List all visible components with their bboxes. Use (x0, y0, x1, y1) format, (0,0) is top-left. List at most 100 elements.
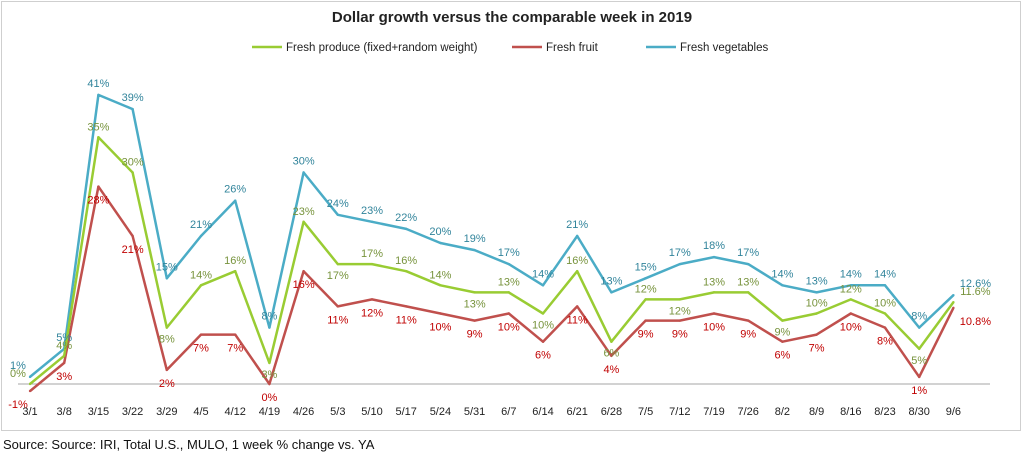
x-tick-label: 3/29 (156, 406, 177, 418)
data-point (302, 220, 305, 224)
x-tick-label: 5/10 (361, 406, 382, 418)
data-point (336, 262, 339, 266)
data-point (541, 340, 545, 343)
x-tick-label: 7/12 (669, 406, 690, 418)
data-point (952, 293, 955, 297)
data-label: 17% (327, 270, 349, 282)
data-label: 11% (567, 314, 588, 326)
data-label: 28% (87, 195, 109, 207)
x-tick-label: 8/2 (775, 406, 790, 418)
data-label-layer: 0% 4% 35% 30% 8% 14% 16% 3% 23% 17% 17% 16% 14% 13% 13… (8, 78, 991, 411)
data-point (28, 375, 32, 379)
data-point (405, 227, 408, 231)
data-label: 8% (159, 334, 175, 346)
data-label: 12% (669, 305, 691, 317)
data-label: 18% (703, 240, 725, 252)
data-label: 10% (840, 322, 862, 334)
data-label: 10% (703, 322, 725, 334)
data-label: 10% (874, 298, 896, 310)
data-point (131, 234, 134, 238)
data-point (234, 333, 237, 336)
data-point (370, 298, 374, 301)
data-point (781, 340, 784, 343)
data-point (815, 291, 818, 294)
data-label: 9% (467, 329, 483, 341)
data-label: 13% (600, 275, 622, 287)
data-point (302, 171, 305, 174)
data-point (97, 136, 100, 139)
data-point (610, 354, 613, 357)
data-point (370, 262, 374, 266)
data-label: 20% (429, 226, 451, 238)
data-label: 4% (56, 340, 72, 352)
series-line (29, 93, 955, 378)
data-label: 12% (635, 283, 657, 295)
data-point (644, 277, 647, 280)
data-label: 0% (261, 392, 277, 404)
data-label: 6% (603, 348, 619, 360)
data-point (131, 171, 134, 174)
data-point (712, 291, 716, 294)
data-point (473, 291, 476, 294)
data-label: 17% (737, 247, 759, 259)
data-point (439, 312, 442, 315)
data-point (610, 340, 613, 343)
legend-label: Fresh fruit (546, 42, 599, 54)
x-tick-label: 8/16 (840, 406, 861, 418)
data-point (199, 284, 203, 287)
data-point (541, 312, 545, 315)
data-label: 10% (498, 322, 520, 334)
data-label: 16% (566, 255, 588, 267)
data-point (234, 270, 237, 273)
data-label: 3% (56, 371, 72, 383)
data-point (302, 270, 305, 273)
x-tick-label: 8/30 (908, 406, 929, 418)
data-label: 17% (669, 247, 691, 259)
data-point (473, 319, 476, 322)
data-label: 8% (877, 336, 893, 348)
series-layer (28, 93, 955, 393)
x-tick-label: 7/5 (638, 406, 653, 418)
data-point (473, 248, 476, 252)
data-label: 4% (603, 364, 619, 376)
legend: Fresh produce (fixed+random weight) Fresh… (252, 42, 768, 54)
data-label: 14% (190, 269, 212, 281)
data-label: 26% (224, 184, 246, 196)
data-point (918, 375, 921, 379)
data-point (815, 312, 818, 315)
data-label: 13% (464, 298, 486, 310)
data-label: 39% (122, 92, 144, 104)
x-tick-label: 4/5 (193, 406, 208, 418)
data-point (405, 270, 408, 273)
data-label: 15% (156, 261, 178, 273)
data-point (507, 262, 510, 266)
data-point (644, 298, 647, 301)
data-label: 13% (806, 275, 828, 287)
data-point (541, 284, 545, 287)
data-point (849, 284, 852, 287)
data-label: 16% (293, 279, 315, 291)
data-point (268, 382, 271, 386)
x-tick-label: 6/28 (601, 406, 622, 418)
data-point (678, 319, 681, 322)
x-tick-label: 4/12 (224, 406, 245, 418)
data-label: 12% (840, 283, 862, 295)
data-point (883, 326, 887, 329)
x-tick-label: 5/31 (464, 406, 485, 418)
data-point (576, 305, 579, 308)
data-label: 15% (635, 261, 657, 273)
data-point (747, 262, 750, 266)
data-point (507, 291, 510, 294)
data-label: 0% (10, 368, 26, 380)
data-label: 35% (87, 121, 109, 133)
x-tick-layer: 3/1 3/8 3/15 3/22 3/29 4/5 4/12 4/19 4/26 5/3 5/10… (22, 406, 961, 418)
data-point (28, 389, 32, 393)
data-point (97, 185, 100, 188)
data-label: 1% (10, 360, 26, 372)
data-label: 13% (498, 276, 520, 288)
data-point (883, 312, 887, 315)
data-label: -1% (8, 399, 28, 411)
data-label: 5% (56, 332, 72, 344)
x-tick-label: 5/3 (330, 406, 345, 418)
x-tick-label: 8/9 (809, 406, 824, 418)
